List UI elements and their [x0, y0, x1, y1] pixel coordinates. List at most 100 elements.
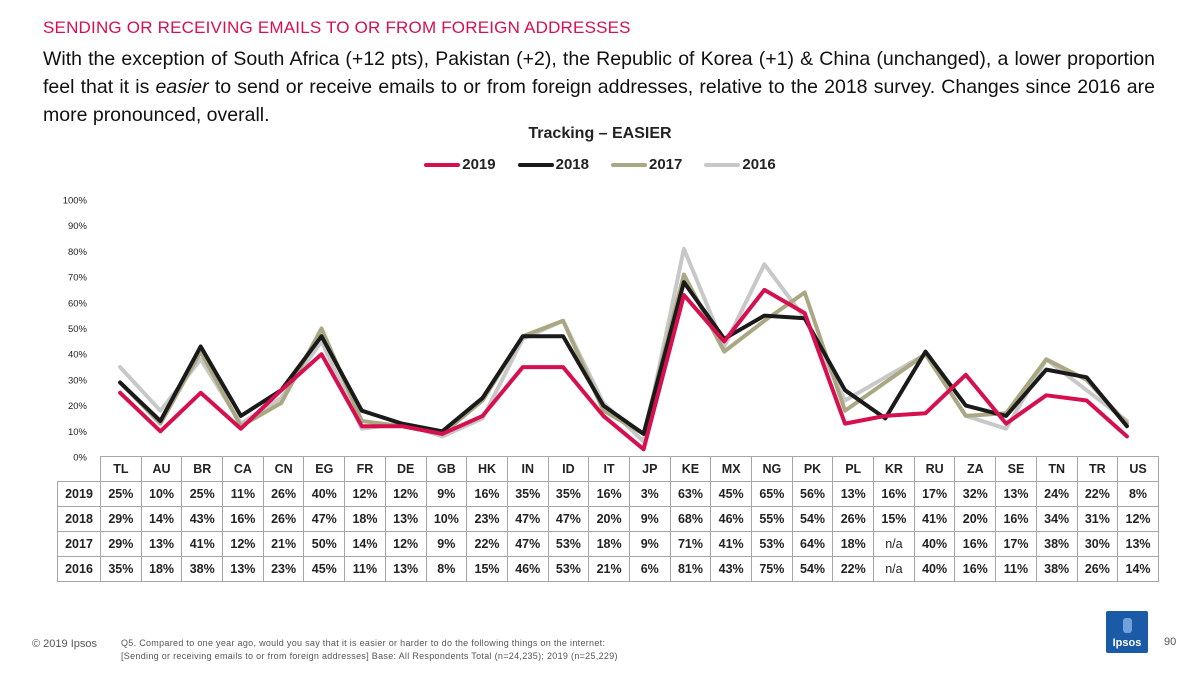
- data-label: 23%: [262, 556, 305, 582]
- data-label: 9%: [425, 531, 468, 557]
- data-label: 46%: [506, 556, 549, 582]
- table-row: 2016 35% 18% 38% 13% 23% 45% 11% 13% 8% 15% 46% 53% 2…: [57, 556, 1159, 582]
- data-label: 16%: [222, 506, 264, 532]
- category-label: CN: [262, 456, 305, 482]
- y-tick-label: 50%: [68, 324, 88, 335]
- legend-swatch-2018: [517, 162, 554, 167]
- data-label: 22%: [1076, 481, 1119, 507]
- category-label: US: [1117, 456, 1159, 482]
- data-label: 53%: [547, 556, 590, 582]
- data-label: 54%: [791, 506, 834, 532]
- data-label: 16%: [954, 556, 997, 582]
- legend-item-2016: 2016: [704, 156, 776, 173]
- headline-text: With the exception of South Africa (+12 …: [43, 45, 1155, 129]
- y-tick-label: 90%: [68, 221, 88, 232]
- table-row: 2019 25% 10% 25% 11% 26% 40% 12% 12% 9% 16% 35% 35% 1…: [57, 481, 1159, 507]
- data-label: 31%: [1076, 506, 1119, 532]
- table-row: 2017 29% 13% 41% 12% 21% 50% 14% 12% 9% 22% 47% 53% 1…: [57, 531, 1159, 557]
- legend-item-2017: 2017: [611, 156, 682, 173]
- data-label: 12%: [344, 481, 386, 507]
- category-label: PL: [832, 456, 875, 482]
- category-label: JP: [628, 456, 671, 482]
- data-label: 12%: [1117, 506, 1159, 532]
- data-label: 13%: [995, 481, 1037, 507]
- chart-title: Tracking – EASIER: [528, 125, 672, 142]
- data-label: 65%: [751, 481, 793, 507]
- data-label: 18%: [588, 531, 630, 557]
- data-label: 53%: [751, 531, 793, 557]
- data-label: 17%: [995, 531, 1037, 557]
- category-label: ID: [547, 456, 590, 482]
- data-label: 40%: [913, 531, 956, 557]
- series-line-2017: [118, 272, 1129, 436]
- row-label: 2017: [57, 531, 101, 557]
- data-label: 13%: [384, 556, 427, 582]
- y-tick-label: 70%: [68, 273, 88, 284]
- data-label: 8%: [1117, 481, 1159, 507]
- page-number: 90: [1164, 636, 1177, 648]
- data-label: 16%: [466, 481, 508, 507]
- data-label: 13%: [140, 531, 183, 557]
- data-label: 40%: [913, 556, 956, 582]
- data-label: n/a: [873, 556, 915, 582]
- data-label: 13%: [384, 506, 427, 532]
- category-label: MX: [710, 456, 752, 482]
- ipsos-logo: Ipsos: [1106, 611, 1148, 653]
- category-label: BR: [181, 456, 224, 482]
- y-tick-label: 80%: [68, 247, 88, 258]
- category-label: CA: [222, 456, 264, 482]
- legend-label-2018: 2018: [555, 156, 589, 173]
- data-label: 43%: [710, 556, 752, 582]
- table-corner: [58, 457, 101, 482]
- data-label: 15%: [873, 506, 915, 532]
- data-label: 10%: [425, 506, 468, 532]
- data-label: 56%: [791, 481, 834, 507]
- data-label: 53%: [547, 531, 590, 557]
- data-label: 22%: [832, 556, 875, 582]
- category-label: NG: [751, 456, 793, 482]
- data-label: 25%: [100, 481, 142, 507]
- data-label: 35%: [100, 556, 142, 582]
- data-label: 41%: [913, 506, 956, 532]
- logo-mark-icon: [1123, 618, 1132, 633]
- legend-label-2019: 2019: [462, 156, 496, 173]
- data-label: 12%: [222, 531, 264, 557]
- data-label: 75%: [751, 556, 793, 582]
- data-label: 43%: [181, 506, 224, 532]
- category-label: SE: [995, 456, 1037, 482]
- y-tick-label: 30%: [68, 375, 88, 386]
- footnote-question: Q5. Compared to one year ago, would you …: [121, 638, 606, 648]
- legend-swatch-2017: [611, 162, 647, 167]
- data-label: 22%: [466, 531, 508, 557]
- footnote: Q5. Compared to one year ago, would you …: [121, 637, 618, 663]
- data-label: 14%: [1117, 556, 1159, 582]
- y-tick-label: 60%: [68, 298, 88, 309]
- data-label: 68%: [669, 506, 712, 532]
- data-label: 11%: [222, 481, 264, 507]
- logo-text: Ipsos: [1112, 637, 1142, 649]
- data-label: 47%: [506, 506, 549, 532]
- category-label: FR: [344, 456, 386, 482]
- data-label: 64%: [791, 531, 834, 557]
- data-label: 47%: [303, 506, 346, 532]
- data-label: 40%: [303, 481, 346, 507]
- data-label: 3%: [628, 481, 671, 507]
- category-label: TN: [1035, 456, 1078, 482]
- data-table: TL AU BR CA CN EG FR DE GB HK IN ID IT JP KE MX NG PK PL KR…: [57, 456, 1159, 582]
- category-label: KR: [873, 456, 915, 482]
- data-label: 47%: [506, 531, 549, 557]
- series-line-2018: [118, 280, 1129, 436]
- data-label: 26%: [832, 506, 875, 532]
- data-label: 34%: [1035, 506, 1078, 532]
- data-label: 35%: [506, 481, 549, 507]
- category-label: DE: [384, 456, 427, 482]
- data-label: 54%: [791, 556, 834, 582]
- data-label: 21%: [262, 531, 305, 557]
- data-label: 21%: [588, 556, 630, 582]
- data-label: 26%: [1076, 556, 1119, 582]
- data-label: 29%: [100, 531, 142, 557]
- data-label: 13%: [832, 481, 875, 507]
- data-label: 14%: [140, 506, 183, 532]
- data-label: 11%: [344, 556, 386, 582]
- data-label: 16%: [954, 531, 997, 557]
